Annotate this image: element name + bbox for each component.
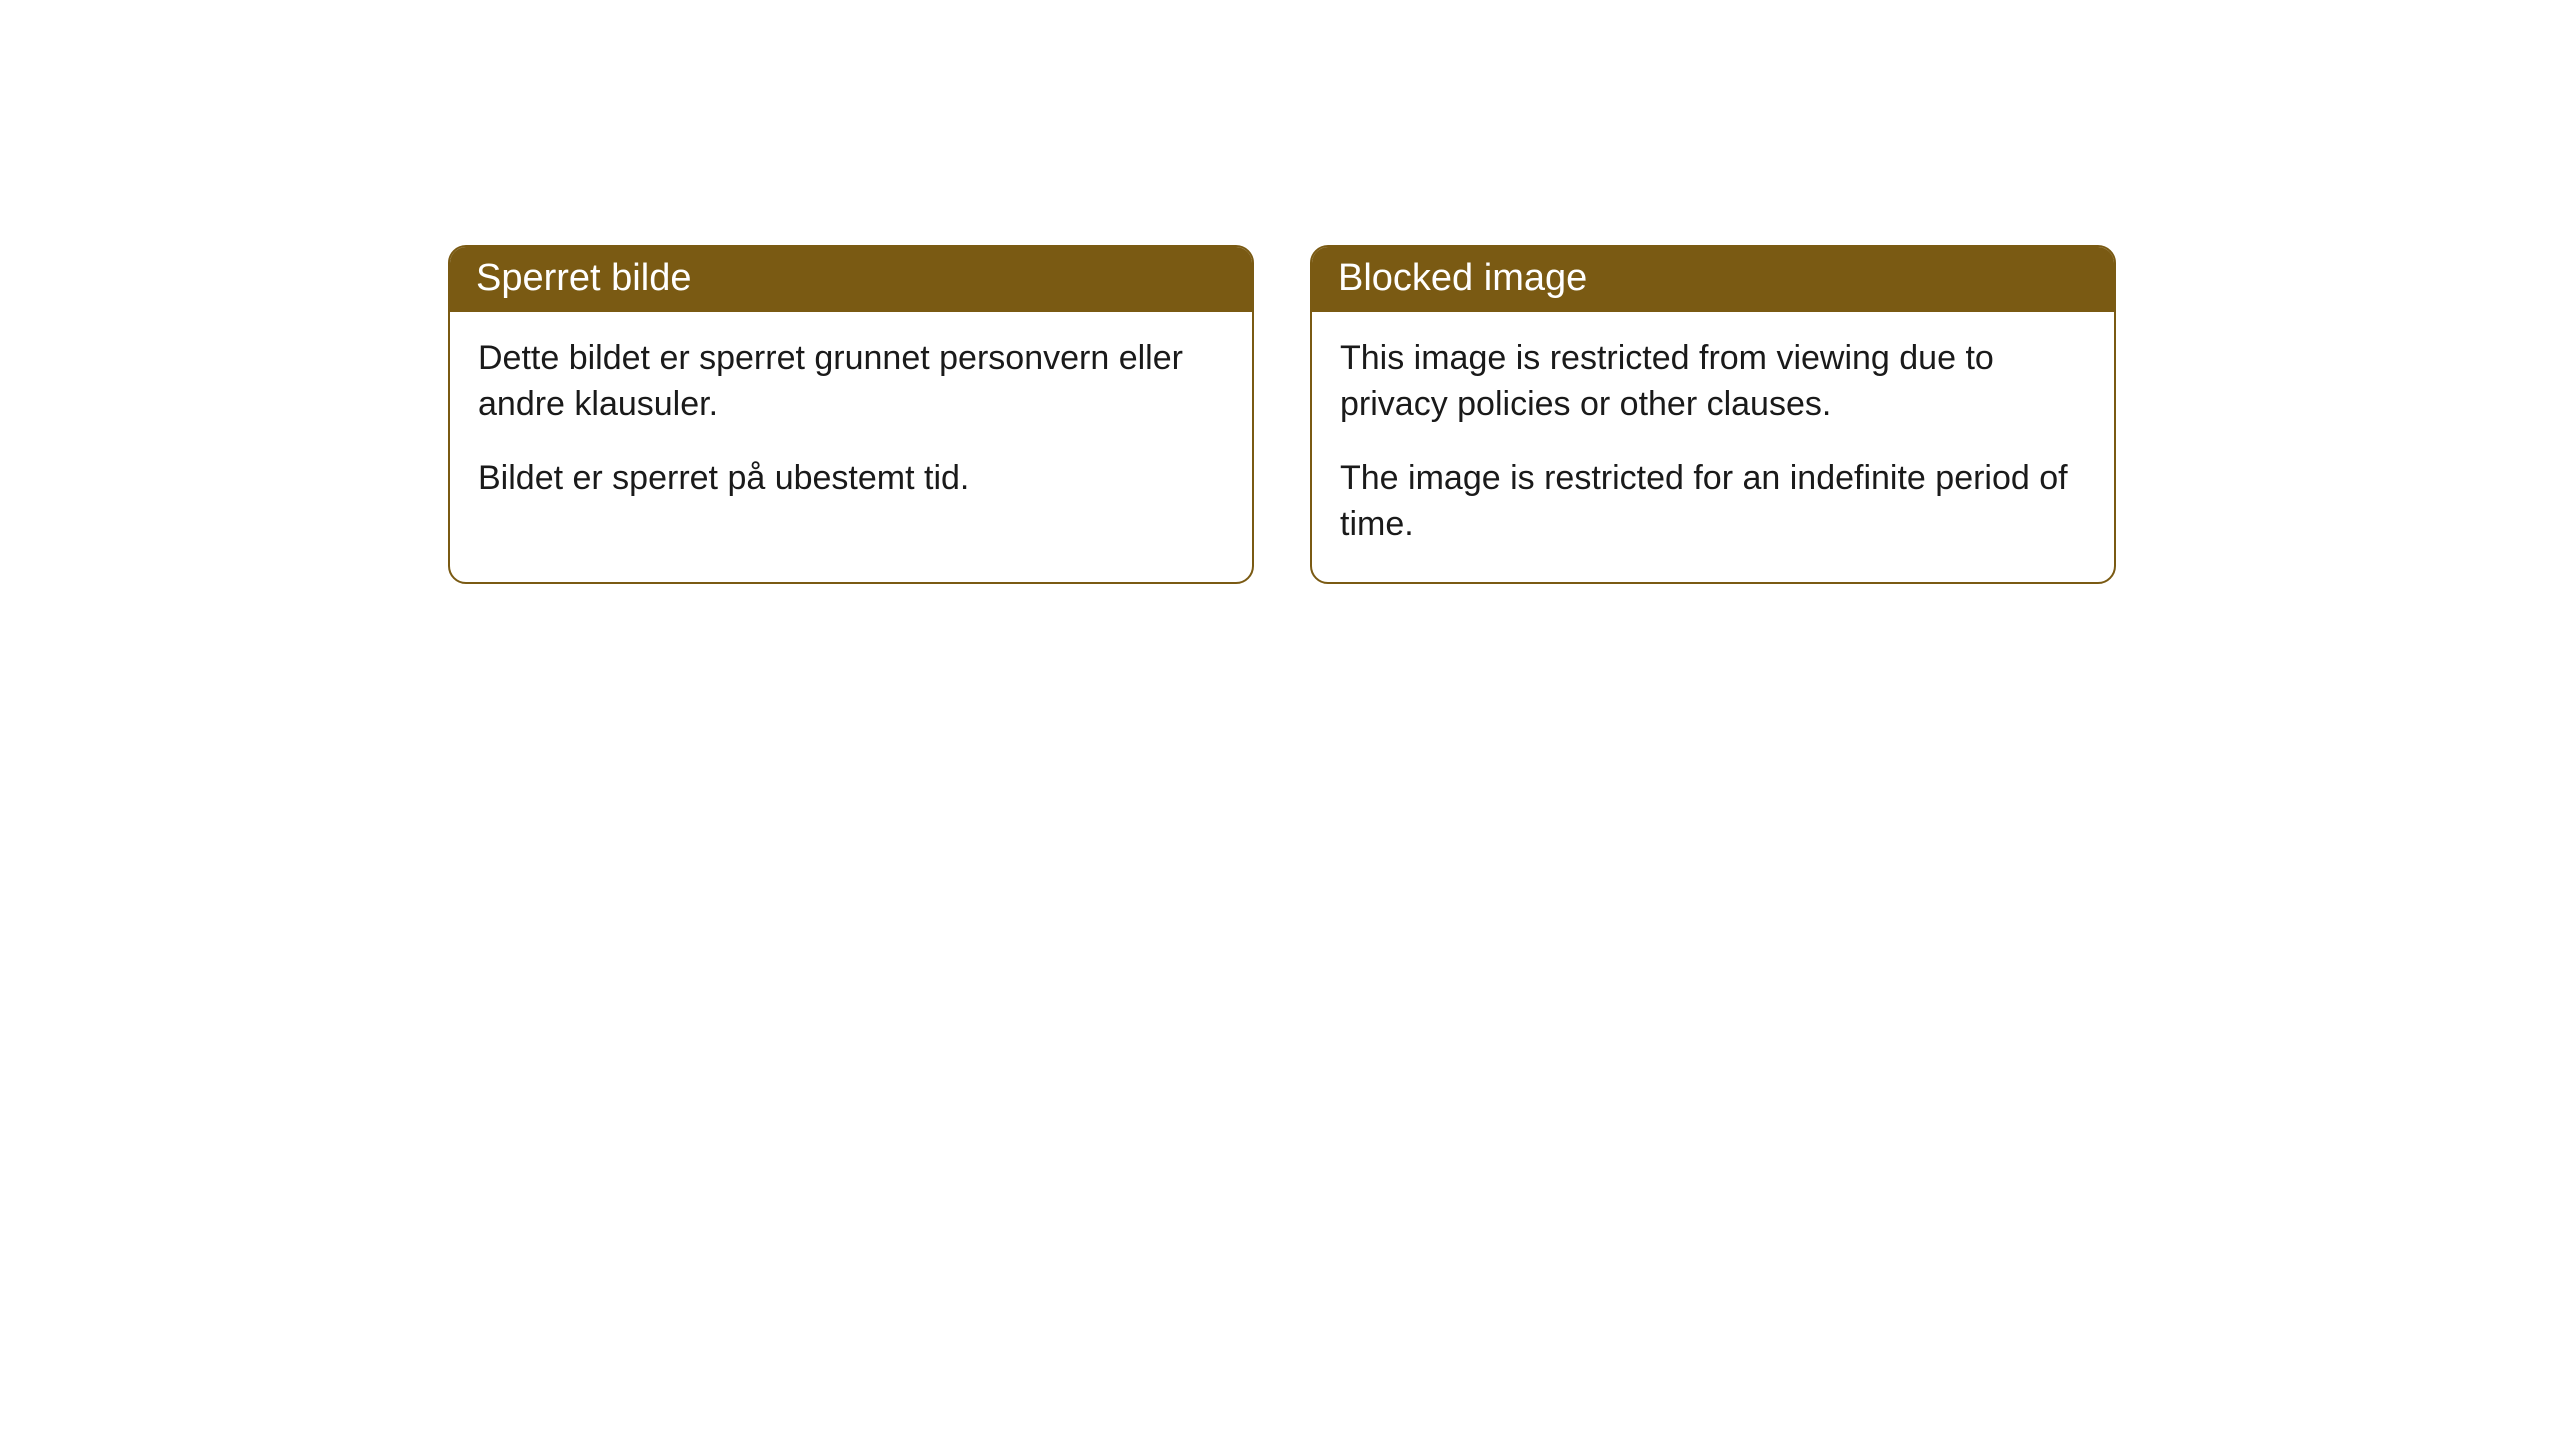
blocked-image-card-no: Sperret bilde Dette bildet er sperret gr… [448,245,1254,584]
notice-cards-container: Sperret bilde Dette bildet er sperret gr… [0,0,2560,584]
card-paragraph: This image is restricted from viewing du… [1340,336,2086,428]
blocked-image-card-en: Blocked image This image is restricted f… [1310,245,2116,584]
card-paragraph: The image is restricted for an indefinit… [1340,456,2086,548]
card-header: Sperret bilde [450,247,1252,312]
card-header: Blocked image [1312,247,2114,312]
card-body: This image is restricted from viewing du… [1312,312,2114,582]
card-paragraph: Dette bildet er sperret grunnet personve… [478,336,1224,428]
card-body: Dette bildet er sperret grunnet personve… [450,312,1252,536]
card-paragraph: Bildet er sperret på ubestemt tid. [478,456,1224,502]
